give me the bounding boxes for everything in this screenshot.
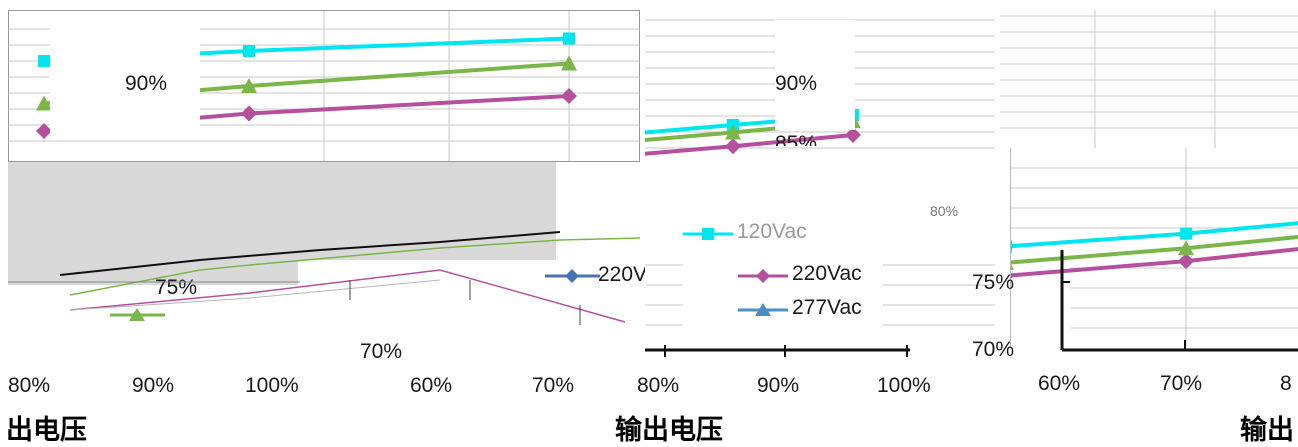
x-tick-80: 80% <box>8 374 51 397</box>
x-tick-90: 90% <box>132 374 175 397</box>
data-point-120Vac-2 <box>563 32 575 45</box>
legend-277-symbol <box>110 308 165 321</box>
x-tick-60: 60% <box>1038 372 1081 395</box>
legend-120-label: 120Vac <box>737 220 807 243</box>
chart-3-plot <box>1011 221 1298 279</box>
legend-277-label: 277Vac <box>792 296 862 319</box>
data-point-220Vac-2 <box>845 127 861 143</box>
legend: 120Vac 220Vac 277Vac <box>683 218 883 328</box>
x-tick-60: 60% <box>410 374 453 397</box>
plot-panel <box>1000 10 1298 150</box>
legend-220-symbol <box>738 269 788 283</box>
data-point-277Vac-1 <box>241 78 257 93</box>
axes <box>1060 250 1298 352</box>
legend-220-symbol <box>545 269 600 283</box>
data-point-220Vac-2 <box>561 88 577 104</box>
y-tick-75: 75% <box>972 271 1015 294</box>
legend-277-symbol <box>738 303 788 316</box>
x-tick-90: 90% <box>757 374 800 397</box>
grid-lines <box>1000 10 1298 150</box>
data-point-120Vac-1 <box>1180 227 1192 240</box>
x-tick-100: 100% <box>245 374 299 397</box>
axis-box <box>775 20 855 130</box>
x-axis-title: 输出电压 <box>615 415 723 445</box>
data-point-277Vac-1 <box>1178 240 1194 256</box>
x-tick-80: 80% <box>637 374 680 397</box>
data-point-120Vac-0 <box>1011 240 1012 253</box>
data-point-120Vac-1 <box>243 45 255 57</box>
middle-chart-region: 90% 85% 120Vac 220Vac 277Vac <box>615 0 1000 446</box>
x-axis <box>8 280 581 325</box>
data-point-220Vac-1 <box>725 138 741 155</box>
marker-row <box>59 231 641 323</box>
data-point-277Vac-0 <box>36 95 52 111</box>
y-tick-85: 85% <box>775 132 818 146</box>
y-tick-90: 90% <box>125 72 168 95</box>
data-point-220Vac-1 <box>1178 253 1194 270</box>
x-axis <box>645 345 910 357</box>
legend-box <box>50 15 200 135</box>
legend-220-label: 220Vac <box>792 262 862 285</box>
data-point-220Vac-0 <box>36 123 52 139</box>
x-tick-100: 100% <box>877 374 931 397</box>
x-tick-8: 8 <box>1280 372 1292 395</box>
x-axis-title: 出电压 <box>6 415 87 445</box>
y-tick-70: 70% <box>360 340 403 363</box>
y-tick-70: 70% <box>972 338 1015 361</box>
x-tick-70: 70% <box>1160 372 1203 395</box>
data-point-220Vac-0 <box>1011 272 1014 279</box>
gray-area <box>8 215 298 285</box>
y-tick-90: 90% <box>775 72 818 95</box>
left-chart-region: 90% 75% 70% 220V 80% 90% 100% 60% 70% 出电… <box>0 0 648 446</box>
x-axis-title: 输出 <box>1240 415 1294 445</box>
data-point-277Vac-2 <box>561 55 577 71</box>
data-point-120Vac-0 <box>38 55 50 67</box>
plot-panel <box>1010 148 1298 348</box>
right-chart-region: 80% 75% 70% 60% 70% 8 输出 <box>930 0 1298 446</box>
data-point-277Vac-1 <box>725 124 741 140</box>
legend-120-symbol <box>683 228 733 240</box>
legend-220-label: 220V <box>598 263 648 286</box>
data-point-220Vac-1 <box>241 105 257 122</box>
y-tick-80: 80% <box>930 203 959 219</box>
x-tick-70: 70% <box>532 374 575 397</box>
